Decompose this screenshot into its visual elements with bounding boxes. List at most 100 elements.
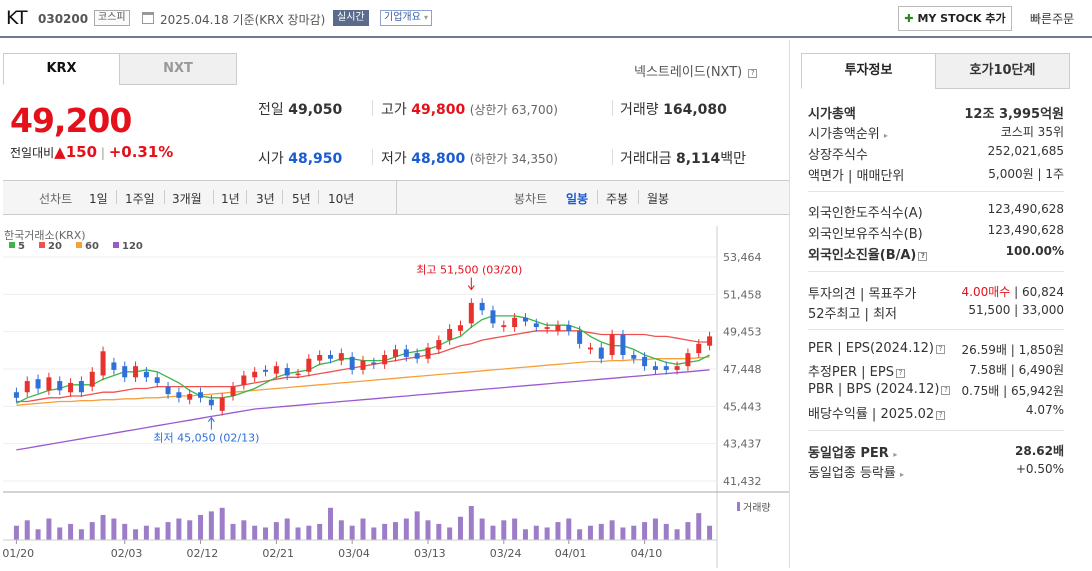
help-icon[interactable]: ? <box>895 369 905 378</box>
volume-bar <box>165 522 171 540</box>
price-chart-svg[interactable]: 53,464 51,458 49,453 47,448 45,443 43,437 41,4… <box>2 226 789 568</box>
period-1y[interactable]: 1년 <box>221 192 240 206</box>
volume-bar <box>230 523 236 540</box>
tab-krx[interactable]: KRX <box>3 53 120 85</box>
period-3m[interactable]: 3개월 <box>172 192 202 206</box>
info-row: 외국인보유주식수(B) 123,490,628 <box>808 223 1064 242</box>
date-text: 2025.04.18 기준(KRX 장마감) <box>160 13 326 27</box>
info-table: 시가총액 12조 3,995억원 시가총액순위 ▸ 코스피 35위 상장주식수 252… <box>801 89 1070 493</box>
volume-bar <box>176 518 182 540</box>
help-icon[interactable]: ? <box>936 411 946 420</box>
candle-body <box>100 351 106 376</box>
stock-name: KT <box>6 7 28 29</box>
high-stat: 고가 49,800 (상한가 63,700) <box>381 102 558 118</box>
x-tick-label: 04/01 <box>555 547 587 560</box>
candle-chart-label: 봉차트 <box>514 192 548 206</box>
candle-weekly[interactable]: 주봉 <box>606 192 629 206</box>
x-tick-label: 01/20 <box>3 547 34 560</box>
volume-bar <box>46 518 52 540</box>
market-badge: 코스피 <box>94 10 130 26</box>
volume-bar <box>78 529 84 540</box>
candle-body <box>587 347 593 350</box>
candle-body <box>317 355 323 361</box>
candle-body <box>328 355 334 359</box>
candle-body <box>338 353 344 361</box>
candle-body <box>533 323 539 328</box>
help-icon[interactable]: ? <box>941 386 951 395</box>
info-row: 동일업종 PER ▸ 28.62배 <box>808 444 1064 461</box>
candle-body <box>522 317 528 322</box>
candle-body <box>133 366 139 378</box>
nextrade-link[interactable]: 넥스트레이드(NXT) ? <box>634 61 758 80</box>
volume-bar <box>544 527 550 540</box>
low-stat: 저가 48,800 (하한가 34,350) <box>381 151 558 167</box>
volume-bar <box>252 525 258 540</box>
volume-bar <box>522 529 528 540</box>
info-row: 시가총액 12조 3,995억원 <box>808 107 1064 122</box>
candle-body <box>490 310 496 324</box>
candle-body <box>241 375 247 385</box>
volume-bar <box>652 518 658 540</box>
add-mystock-button[interactable]: ✚ MY STOCK 추가 <box>898 6 1012 31</box>
candle-body <box>663 366 669 370</box>
price-chart[interactable]: 53,464 51,458 49,453 47,448 45,443 43,437 41,4… <box>2 226 789 568</box>
volume-bar <box>187 520 193 540</box>
candle-body <box>13 392 19 398</box>
candle-body <box>111 362 117 370</box>
candle-body <box>479 302 485 311</box>
period-10y[interactable]: 10년 <box>328 192 355 206</box>
info-row: 추정PER | EPS? 7.58배 | 6,490원 <box>808 363 1064 380</box>
candle-body <box>674 366 680 370</box>
legend-label: 60 <box>85 241 99 252</box>
tab-orderbook-10[interactable]: 호가10단계 <box>935 53 1070 89</box>
line-chart-label: 선차트 <box>39 192 73 206</box>
candle-body <box>295 373 301 376</box>
help-icon[interactable]: ? <box>918 252 928 261</box>
candle-body <box>89 371 95 387</box>
tab-investment-info[interactable]: 투자정보 <box>801 53 936 89</box>
info-row: 외국인소진율(B/A)? 100.00% <box>808 244 1064 263</box>
legend-swatch <box>76 242 82 248</box>
candle-body <box>631 355 637 359</box>
volume-bar <box>13 525 19 540</box>
company-overview-dropdown[interactable]: 기업개요 ▾ <box>380 10 433 26</box>
y-tick-label: 43,437 <box>723 438 762 451</box>
volume-bar <box>674 529 680 540</box>
period-1d[interactable]: 1일 <box>89 192 108 206</box>
x-tick-label: 02/12 <box>187 547 219 560</box>
volume-bar <box>338 520 344 540</box>
tab-nxt[interactable]: NXT <box>119 53 237 85</box>
prev-close-stat: 전일 49,050 <box>258 102 343 118</box>
candle-body <box>685 353 691 367</box>
legend-swatch <box>9 242 15 248</box>
volume-stat: 거래량 164,080 <box>620 102 727 118</box>
candle-daily[interactable]: 일봉 <box>566 192 589 206</box>
candle-body <box>57 381 63 391</box>
quick-order-link[interactable]: 빠른주문 <box>1030 12 1075 26</box>
period-3y[interactable]: 3년 <box>256 192 275 206</box>
volume-bar <box>100 514 106 540</box>
period-5y[interactable]: 5년 <box>292 192 311 206</box>
volume-bar <box>479 518 485 540</box>
period-1w[interactable]: 1주일 <box>125 192 155 206</box>
max-annotation: 최고 51,500 (03/20) <box>416 264 522 277</box>
investment-info-panel: 투자정보 호가10단계 시가총액 12조 3,995억원 시가총액순위 ▸ 코스피 … <box>801 53 1070 493</box>
volume-bar <box>685 522 691 540</box>
volume-bar <box>490 525 496 540</box>
candle-body <box>544 327 550 329</box>
volume-bar <box>219 507 225 540</box>
volume-bar <box>263 527 269 540</box>
volume-bar <box>133 529 139 540</box>
candle-body <box>273 366 279 374</box>
y-tick-label: 41,432 <box>723 475 762 488</box>
volume-bar <box>57 527 63 540</box>
volume-bar <box>273 522 279 540</box>
candle-body <box>230 386 236 396</box>
candle-body <box>284 368 290 376</box>
up-triangle-icon: ▲ <box>54 143 66 161</box>
help-icon[interactable]: ? <box>935 345 945 354</box>
volume-bar <box>436 523 442 540</box>
trade-value-stat: 거래대금 8,114백만 <box>620 151 747 167</box>
realtime-badge: 실시간 <box>333 10 369 26</box>
candle-monthly[interactable]: 월봉 <box>647 192 670 206</box>
